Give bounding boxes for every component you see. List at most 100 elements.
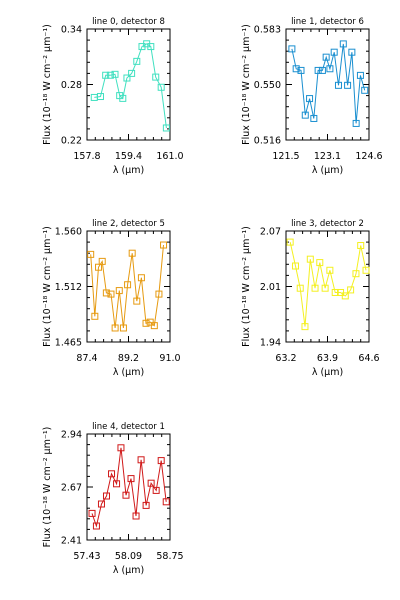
y-axis-label: Flux (10⁻¹⁸ W cm⁻² μm⁻¹) <box>42 24 53 145</box>
data-point-marker <box>119 94 127 102</box>
x-tick-label: 57.43 <box>73 551 100 562</box>
data-point-marker <box>347 286 355 294</box>
data-point-marker <box>102 492 110 500</box>
data-point-marker <box>102 71 110 79</box>
data-point-marker <box>142 319 150 327</box>
data-point-marker <box>146 318 154 326</box>
panel-4: line 4, detector 1 57.43 58.09 58.75 2.41 2.6… <box>42 422 184 576</box>
x-tick-label: 161.0 <box>156 151 183 162</box>
data-point-marker <box>111 324 119 332</box>
data-point-marker <box>133 57 141 65</box>
data-point-marker <box>321 284 329 292</box>
data-point-marker <box>318 66 326 74</box>
panel-title: line 4, detector 1 <box>92 422 165 432</box>
data-point-marker <box>102 289 110 297</box>
x-axis-label: λ (μm) <box>312 165 343 176</box>
y-tick-label: 2.41 <box>61 536 82 547</box>
data-point-marker <box>147 479 155 487</box>
y-tick-label: 0.22 <box>61 136 82 147</box>
data-point-marker <box>291 262 299 270</box>
data-point-marker <box>106 71 114 79</box>
data-point-marker <box>160 241 168 249</box>
y-tick-label: 1.512 <box>55 282 82 293</box>
data-point-marker <box>314 66 322 74</box>
panel-title: line 1, detector 6 <box>291 17 364 27</box>
data-point-marker <box>306 255 314 263</box>
data-point-marker <box>339 40 347 48</box>
x-axis-label: λ (μm) <box>312 367 343 378</box>
y-axis-label: Flux (10⁻¹⁸ W cm⁻² μm⁻¹) <box>42 226 53 347</box>
panel-title: line 3, detector 2 <box>291 219 364 229</box>
data-point-marker <box>352 270 360 278</box>
data-point-marker <box>316 259 324 267</box>
y-tick-label: 0.28 <box>61 80 82 91</box>
data-point-marker <box>155 290 163 298</box>
x-tick-label: 89.2 <box>118 353 139 364</box>
x-tick-label: 64.6 <box>358 353 379 364</box>
data-point-marker <box>111 70 119 78</box>
panel-0: line 0, detector 8 157.8 159.4 161.0 0.22 0.2… <box>42 17 184 176</box>
y-tick-label: 1.94 <box>260 338 281 349</box>
panel-1: line 1, detector 6 121.5 123.1 124.6 0.516 0.… <box>241 17 383 176</box>
x-tick-label: 157.8 <box>73 151 100 162</box>
data-point-marker <box>133 297 141 305</box>
data-point-marker <box>113 480 121 488</box>
plot-frame <box>285 230 370 343</box>
data-point-marker <box>288 45 296 53</box>
data-point-marker <box>322 53 330 61</box>
x-tick-label: 58.09 <box>115 551 142 562</box>
data-point-marker <box>98 257 106 265</box>
data-point-marker <box>128 249 136 257</box>
data-point-marker <box>95 263 103 271</box>
series-line <box>91 447 167 528</box>
x-tick-label: 87.4 <box>76 353 97 364</box>
data-point-marker <box>297 66 305 74</box>
y-tick-label: 1.560 <box>55 227 82 238</box>
series-line <box>289 241 367 327</box>
data-point-marker <box>362 266 370 274</box>
x-tick-label: 63.9 <box>317 353 338 364</box>
data-point-marker <box>137 274 145 282</box>
data-point-marker <box>311 284 319 292</box>
data-point-marker <box>352 119 360 127</box>
x-axis-label: λ (μm) <box>113 565 144 576</box>
data-point-marker <box>137 456 145 464</box>
data-point-marker <box>292 65 300 73</box>
data-point-marker <box>124 281 132 289</box>
data-point-marker <box>296 284 304 292</box>
data-point-marker <box>97 500 105 508</box>
data-point-marker <box>88 509 96 517</box>
data-point-marker <box>310 114 318 122</box>
data-point-marker <box>357 242 365 250</box>
data-point-marker <box>107 290 115 298</box>
plot-frame <box>86 28 171 141</box>
y-axis-label: Flux (10⁻¹⁸ W cm⁻² μm⁻¹) <box>241 24 252 145</box>
data-point-marker <box>157 457 165 465</box>
series-line <box>90 244 164 329</box>
data-point-marker <box>87 250 95 258</box>
data-point-marker <box>334 81 342 89</box>
data-point-marker <box>306 95 314 103</box>
data-point-marker <box>96 93 104 101</box>
data-point-marker <box>117 444 125 452</box>
x-tick-label: 124.6 <box>355 151 382 162</box>
x-tick-label: 121.5 <box>272 151 299 162</box>
data-point-marker <box>301 323 309 331</box>
data-point-marker <box>348 48 356 56</box>
x-tick-label: 91.0 <box>159 353 180 364</box>
series-line <box>291 43 366 124</box>
x-tick-label: 58.75 <box>156 551 183 562</box>
data-point-marker <box>326 266 334 274</box>
y-tick-label: 2.94 <box>61 430 82 441</box>
data-point-marker <box>152 486 160 494</box>
data-point-marker <box>119 324 127 332</box>
data-point-marker <box>162 124 170 132</box>
data-point-marker <box>91 312 99 320</box>
data-point-marker <box>92 522 100 530</box>
data-point-marker <box>142 501 150 509</box>
panel-2: line 2, detector 5 87.4 89.2 91.0 1.465 1.512… <box>42 219 181 378</box>
series-line <box>94 43 167 129</box>
data-point-marker <box>108 470 116 478</box>
y-tick-label: 0.583 <box>254 25 281 36</box>
